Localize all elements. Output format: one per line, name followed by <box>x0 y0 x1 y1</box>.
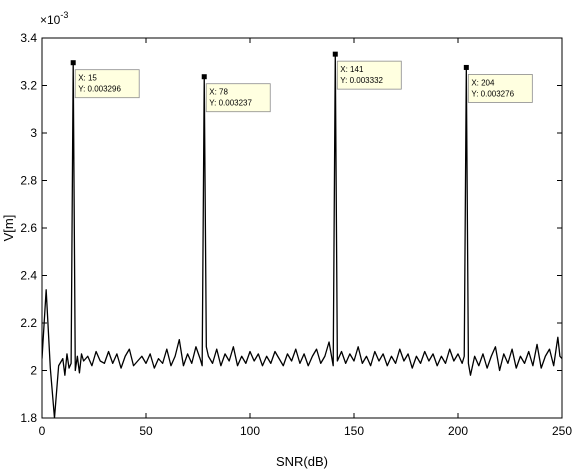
datatip-marker <box>463 64 469 70</box>
x-tick-label: 250 <box>552 424 572 438</box>
x-tick-label: 150 <box>344 424 364 438</box>
x-tick-label: 50 <box>139 424 153 438</box>
plot-area: 0 50 100 150 200 250 1.8 2 2.2 2.4 2.6 2.8 3 3.2 3.4 X:… <box>20 31 572 438</box>
y-tick-label: 3 <box>30 126 37 140</box>
datatip-marker <box>201 74 207 80</box>
datatip-marker <box>70 60 76 66</box>
y-tick-label: 2 <box>30 364 37 378</box>
y-tick-label: 1.8 <box>20 411 37 425</box>
datatip-box <box>205 83 271 113</box>
datatip-box <box>467 74 533 103</box>
datatip-x-text: X: 15 <box>78 74 97 83</box>
x-tick-label: 100 <box>240 424 260 438</box>
x-tick-label: 0 <box>39 424 46 438</box>
datatip-x-text: X: 141 <box>340 65 364 74</box>
x-axis-title: SNR(dB) <box>276 454 328 469</box>
datatip-box <box>74 69 140 99</box>
datatip-y-text: Y: 0.003276 <box>471 89 514 98</box>
datatip-y-text: Y: 0.003296 <box>78 85 121 94</box>
y-tick-label: 2.8 <box>20 174 37 188</box>
datatip-x-text: X: 204 <box>471 78 495 87</box>
datatip-marker <box>332 51 338 57</box>
y-tick-label: 2.4 <box>20 269 37 283</box>
y-axis-title: V[m] <box>1 215 16 242</box>
y-multiplier-base: ×10 <box>40 13 61 27</box>
datatip-box <box>336 60 402 90</box>
y-multiplier-exponent: -3 <box>60 10 68 20</box>
y-tick-label: 2.2 <box>20 316 37 330</box>
y-tick-label: 3.2 <box>20 79 37 93</box>
datatip-x-text: X: 78 <box>209 88 228 97</box>
datatip-y-text: Y: 0.003332 <box>340 76 383 85</box>
series-line <box>42 53 562 418</box>
y-axis-multiplier: ×10-3 <box>40 10 68 27</box>
datatip-y-text: Y: 0.003237 <box>209 99 252 108</box>
y-tick-label: 2.6 <box>20 221 37 235</box>
x-tick-label: 200 <box>448 424 468 438</box>
y-tick-label: 3.4 <box>20 31 37 45</box>
